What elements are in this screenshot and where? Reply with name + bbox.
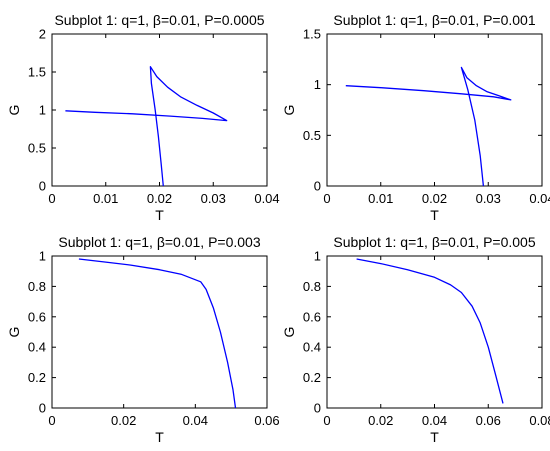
y-tick-label: 0.8 <box>303 279 321 294</box>
x-axis-label: T <box>155 429 164 445</box>
series-line <box>65 66 228 187</box>
plot-area <box>326 255 543 409</box>
y-tick-label: 1.5 <box>28 65 46 80</box>
y-tick-label: 1 <box>314 249 321 264</box>
x-tick-label: 0.01 <box>368 191 393 206</box>
series-line <box>356 258 504 404</box>
y-tick-label: 0.2 <box>303 370 321 385</box>
series-line <box>78 258 237 409</box>
x-tick-label: 0.04 <box>183 413 208 428</box>
x-tick-label: 0.03 <box>476 191 501 206</box>
plot-area <box>326 33 543 187</box>
x-tick-label: 0.04 <box>254 191 279 206</box>
y-tick-label: 1 <box>314 77 321 92</box>
x-tick-label: 0.04 <box>529 191 550 206</box>
y-axis-label: G <box>281 327 297 338</box>
x-tick-label: 0.01 <box>93 191 118 206</box>
y-tick-label: 0.5 <box>303 128 321 143</box>
subplot-1: Subplot 1: q=1, β=0.01, P=0.0005 0 0.01 0.0… <box>6 12 280 223</box>
plot-area <box>51 33 268 187</box>
x-tick-label: 0.03 <box>201 191 226 206</box>
x-tick-label: 0 <box>323 413 330 428</box>
y-tick-label: 0.4 <box>28 340 46 355</box>
y-tick-label: 0.6 <box>28 309 46 324</box>
x-tick-label: 0.02 <box>147 191 172 206</box>
x-axis-label: T <box>430 207 439 223</box>
y-axis-label: G <box>6 105 22 116</box>
y-axis-label: G <box>6 327 22 338</box>
series-line <box>345 66 512 187</box>
x-tick-label: 0.06 <box>254 413 279 428</box>
y-tick-label: 0.8 <box>28 279 46 294</box>
y-tick-label: 0.5 <box>28 141 46 156</box>
x-tick-label: 0.02 <box>111 413 136 428</box>
y-tick-label: 0.4 <box>303 340 321 355</box>
y-tick-label: 1.5 <box>303 27 321 42</box>
y-axis-label: G <box>281 105 297 116</box>
y-tick-label: 2 <box>39 27 46 42</box>
plot-area <box>51 255 268 409</box>
y-tick-label: 1 <box>39 103 46 118</box>
chart-title: Subplot 1: q=1, β=0.01, P=0.0005 <box>54 12 264 28</box>
x-tick-label: 0.02 <box>422 191 447 206</box>
x-tick-label: 0 <box>323 191 330 206</box>
y-tick-label: 0.2 <box>28 370 46 385</box>
x-axis-label: T <box>155 207 164 223</box>
x-tick-label: 0.06 <box>476 413 501 428</box>
y-tick-label: 0 <box>39 401 46 416</box>
subplot-3: Subplot 1: q=1, β=0.01, P=0.003 0 0.02 0.04… <box>6 234 280 445</box>
chart-title: Subplot 1: q=1, β=0.01, P=0.005 <box>333 234 535 250</box>
y-tick-label: 0 <box>314 179 321 194</box>
x-tick-label: 0.04 <box>422 413 447 428</box>
x-tick-label: 0 <box>48 413 55 428</box>
subplot-2: Subplot 1: q=1, β=0.01, P=0.001 0 0.01 0.02… <box>281 12 550 223</box>
x-axis-label: T <box>430 429 439 445</box>
x-tick-label: 0 <box>48 191 55 206</box>
x-tick-label: 0.02 <box>368 413 393 428</box>
y-tick-label: 0 <box>314 401 321 416</box>
y-tick-label: 1 <box>39 249 46 264</box>
subplot-4: Subplot 1: q=1, β=0.01, P=0.005 0 0.02 0.04… <box>281 234 550 445</box>
y-tick-label: 0.6 <box>303 309 321 324</box>
chart-title: Subplot 1: q=1, β=0.01, P=0.003 <box>58 234 260 250</box>
chart-title: Subplot 1: q=1, β=0.01, P=0.001 <box>333 12 535 28</box>
y-tick-label: 0 <box>39 179 46 194</box>
x-tick-label: 0.08 <box>529 413 550 428</box>
